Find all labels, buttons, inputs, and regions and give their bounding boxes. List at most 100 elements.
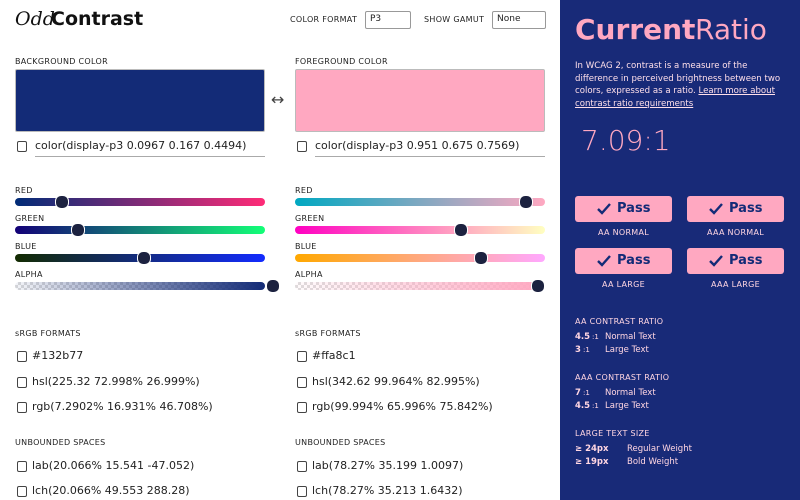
format-value: #ffa8c1 [312, 349, 356, 362]
section-title: LARGE TEXT SIZE [575, 429, 650, 438]
slider-track[interactable] [295, 226, 545, 234]
section-title: AA CONTRAST RATIO [575, 317, 664, 326]
badge-result: Pass [729, 201, 763, 216]
slider-label: BLUE [15, 242, 37, 251]
slider-label: ALPHA [15, 270, 43, 279]
format-value: hsl(225.32 72.998% 26.999%) [32, 374, 200, 388]
description: In WCAG 2, contrast is a measure of the … [575, 61, 781, 109]
copy-icon [17, 141, 27, 152]
row-text: Normal Text [605, 332, 656, 342]
format-label: COLOR FORMAT [290, 15, 358, 24]
row-unit: :1 [592, 333, 599, 341]
slider-thumb[interactable] [454, 223, 468, 237]
slider-track[interactable] [295, 198, 545, 206]
copy-icon[interactable] [297, 461, 307, 472]
badge-result: Pass [617, 201, 651, 216]
format-value: lab(20.066% 15.541 -47.052) [32, 459, 195, 472]
row-text: Bold Weight [627, 457, 679, 467]
row-text: Large Text [605, 401, 649, 411]
badge-result: Pass [617, 253, 651, 268]
ratio-value: 7.09:1 [581, 124, 671, 157]
format-value: rgb(99.994% 65.996% 75.842%) [312, 400, 493, 413]
slider-thumb[interactable] [531, 279, 545, 293]
row-key: ≥ 19px [575, 457, 609, 467]
slider-track[interactable] [15, 282, 265, 290]
pass-badge: Pass [687, 248, 784, 274]
check-icon [709, 203, 723, 215]
slider-track[interactable] [295, 282, 545, 290]
pass-badge: Pass [575, 196, 672, 222]
format-select[interactable]: P3 [365, 11, 411, 29]
copy-icon [297, 141, 307, 152]
slider-track[interactable] [295, 254, 545, 262]
swap-button[interactable]: ↔ [271, 90, 285, 109]
copy-icon[interactable] [17, 486, 27, 497]
row-key: 7 [575, 388, 581, 398]
slider-thumb[interactable] [519, 195, 533, 209]
gamut-label: SHOW GAMUT [424, 15, 485, 24]
check-icon [597, 255, 611, 267]
panel-title-bold: Current [575, 13, 696, 46]
slider-thumb[interactable] [137, 251, 151, 265]
copy-icon[interactable] [297, 402, 307, 413]
slider-label: RED [295, 186, 313, 195]
row-unit: :1 [583, 389, 590, 397]
slider-thumb[interactable] [71, 223, 85, 237]
format-value: lch(20.066% 49.553 288.28) [32, 484, 190, 497]
section-title: AAA CONTRAST RATIO [575, 373, 670, 382]
badge-label: AAA LARGE [710, 280, 761, 289]
row-text: Regular Weight [627, 444, 692, 454]
slider-track[interactable] [15, 226, 265, 234]
row-key: 4.5 [575, 332, 591, 342]
slider-label: RED [15, 186, 33, 195]
row-text: Large Text [605, 345, 649, 355]
format-value: #132b77 [32, 349, 84, 362]
row-unit: :1 [583, 346, 590, 354]
section-label: UNBOUNDED SPACES [295, 438, 386, 447]
row-key: ≥ 24px [575, 444, 609, 454]
row-key: 3 [575, 345, 581, 355]
slider-label: BLUE [295, 242, 317, 251]
row-text: Normal Text [605, 388, 656, 398]
copy-icon[interactable] [17, 351, 27, 362]
section-label: sRGB FORMATS [295, 329, 361, 338]
row-key: 4.5 [575, 401, 591, 411]
slider-thumb[interactable] [55, 195, 69, 209]
slider-thumb[interactable] [474, 251, 488, 265]
panel-title: Ratio [695, 13, 767, 46]
format-value: lch(78.27% 35.213 1.6432) [312, 484, 463, 497]
copy-icon[interactable] [17, 461, 27, 472]
copy-icon[interactable] [297, 376, 307, 388]
check-icon [709, 255, 723, 267]
check-icon [597, 203, 611, 215]
logo-odd: Odd [15, 8, 55, 30]
section-label: UNBOUNDED SPACES [15, 438, 106, 447]
color-input[interactable]: color(display-p3 0.951 0.675 0.7569) [315, 139, 545, 157]
badge-result: Pass [729, 253, 763, 268]
format-value: lab(78.27% 35.199 1.0097) [312, 459, 464, 472]
slider-track[interactable] [15, 198, 265, 206]
badge-label: AA LARGE [601, 280, 646, 289]
color-label: BACKGROUND COLOR [15, 57, 108, 66]
slider-label: ALPHA [295, 270, 323, 279]
copy-icon[interactable] [297, 351, 307, 362]
copy-icon[interactable] [297, 486, 307, 497]
ratio-panel: Current Ratio In WCAG 2, contrast is a mea… [560, 0, 800, 500]
badge-label: AA NORMAL [597, 228, 650, 237]
copy-icon[interactable] [17, 402, 27, 413]
color-swatch [295, 69, 545, 132]
format-value: rgb(7.2902% 16.931% 46.708%) [32, 400, 213, 413]
pass-badge: Pass [687, 196, 784, 222]
copy-icon[interactable] [17, 376, 27, 388]
color-input[interactable]: color(display-p3 0.0967 0.167 0.4494) [35, 139, 265, 157]
learn-more-link[interactable]: Learn more about contrast ratio requirem… [575, 86, 775, 109]
format-value: hsl(342.62 99.964% 82.995%) [312, 374, 480, 388]
color-label: FOREGROUND COLOR [295, 57, 388, 66]
gamut-select[interactable]: None [492, 11, 546, 29]
slider-thumb[interactable] [266, 279, 280, 293]
color-swatch [15, 69, 265, 132]
logo-contrast: Contrast [51, 8, 144, 30]
badge-label: AAA NORMAL [706, 228, 765, 237]
section-label: sRGB FORMATS [15, 329, 81, 338]
